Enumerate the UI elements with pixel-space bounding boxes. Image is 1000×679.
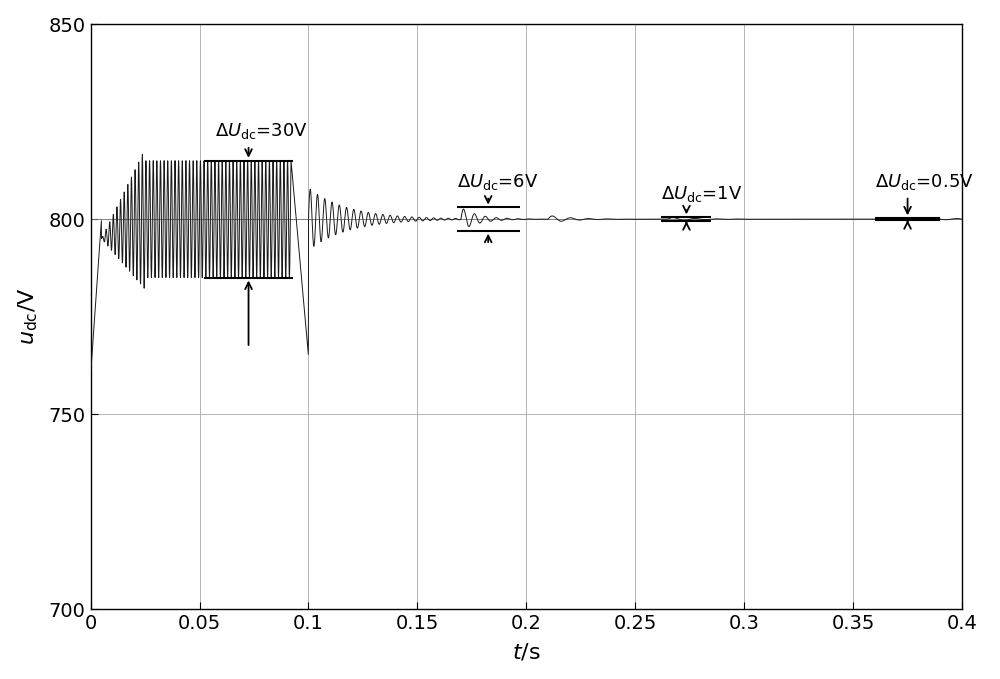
- Y-axis label: $u_{\rm dc}$/V: $u_{\rm dc}$/V: [17, 288, 40, 346]
- Text: $\Delta U_{\rm dc}$=6V: $\Delta U_{\rm dc}$=6V: [457, 172, 538, 192]
- Text: $\Delta U_{\rm dc}$=0.5V: $\Delta U_{\rm dc}$=0.5V: [875, 172, 974, 192]
- Text: $\Delta U_{\rm dc}$=30V: $\Delta U_{\rm dc}$=30V: [215, 121, 308, 141]
- Text: $\Delta U_{\rm dc}$=1V: $\Delta U_{\rm dc}$=1V: [661, 183, 743, 204]
- X-axis label: $t$/s: $t$/s: [512, 642, 541, 662]
